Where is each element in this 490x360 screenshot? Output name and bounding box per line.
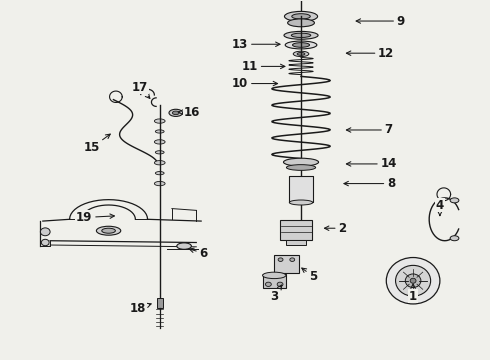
Ellipse shape [285, 12, 318, 21]
Text: 9: 9 [356, 14, 405, 27]
Ellipse shape [292, 14, 310, 19]
Ellipse shape [291, 33, 311, 37]
Text: 8: 8 [344, 177, 395, 190]
Ellipse shape [293, 51, 309, 57]
Ellipse shape [154, 119, 165, 123]
Ellipse shape [154, 161, 165, 165]
Ellipse shape [40, 228, 50, 236]
Text: 3: 3 [270, 285, 282, 303]
Ellipse shape [386, 257, 440, 304]
Ellipse shape [177, 243, 192, 249]
Ellipse shape [154, 140, 165, 144]
Bar [263, 274, 286, 288]
Ellipse shape [155, 130, 164, 133]
Ellipse shape [395, 265, 431, 296]
Ellipse shape [288, 19, 315, 27]
Ellipse shape [263, 272, 286, 279]
Ellipse shape [287, 165, 316, 170]
Ellipse shape [278, 258, 283, 261]
Ellipse shape [450, 236, 459, 241]
Ellipse shape [405, 274, 421, 288]
Ellipse shape [450, 198, 459, 203]
Ellipse shape [266, 282, 271, 287]
Ellipse shape [277, 282, 283, 287]
Ellipse shape [169, 109, 183, 116]
Ellipse shape [155, 172, 164, 175]
Text: 16: 16 [178, 105, 199, 119]
Text: 12: 12 [346, 47, 394, 60]
Ellipse shape [284, 158, 318, 166]
Bar [287, 240, 306, 245]
Bar [157, 297, 163, 307]
Text: 17: 17 [132, 81, 150, 98]
Ellipse shape [297, 53, 305, 55]
Text: 5: 5 [302, 268, 318, 283]
Ellipse shape [285, 41, 317, 49]
Text: 14: 14 [346, 157, 397, 170]
Ellipse shape [293, 42, 310, 47]
Text: 11: 11 [242, 60, 285, 73]
Text: 13: 13 [232, 38, 280, 51]
Text: 18: 18 [130, 302, 151, 315]
Ellipse shape [410, 278, 416, 283]
Text: 2: 2 [324, 222, 346, 235]
Ellipse shape [284, 31, 318, 39]
Ellipse shape [102, 228, 116, 233]
Bar [274, 255, 299, 273]
Text: 15: 15 [83, 134, 110, 154]
Text: 6: 6 [189, 247, 208, 260]
Bar [280, 220, 312, 240]
Text: 4: 4 [436, 198, 444, 215]
Ellipse shape [172, 111, 179, 114]
Ellipse shape [154, 181, 165, 186]
Ellipse shape [155, 151, 164, 154]
Bar [289, 176, 313, 202]
Text: 1: 1 [409, 284, 417, 303]
Ellipse shape [290, 258, 294, 261]
Ellipse shape [289, 200, 313, 205]
Ellipse shape [41, 239, 49, 246]
Ellipse shape [97, 226, 121, 235]
Text: 7: 7 [346, 123, 393, 136]
Text: 10: 10 [232, 77, 278, 90]
Text: 19: 19 [76, 211, 114, 224]
